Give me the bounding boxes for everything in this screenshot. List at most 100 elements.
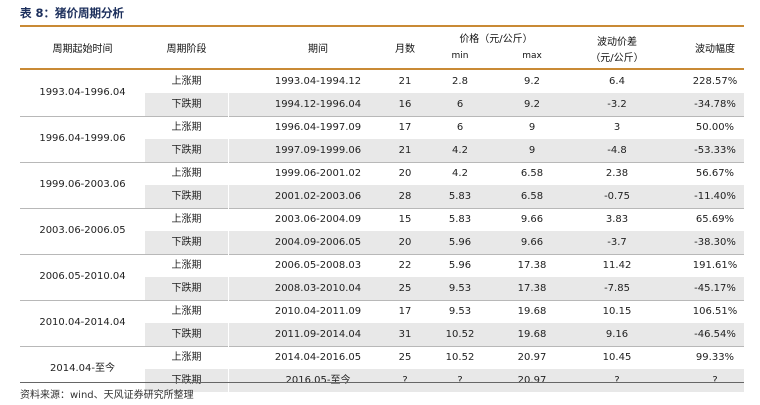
cycle-start-cell: 2006.05-2010.04 xyxy=(39,271,126,282)
diff-cell: -3.7 xyxy=(607,237,627,248)
price-min-cell: 4.2 xyxy=(452,145,468,156)
cycle-start-cell: 2010.04-2014.04 xyxy=(39,317,126,328)
diff-cell: -7.85 xyxy=(604,283,630,294)
price-max-cell: 9.66 xyxy=(520,214,544,225)
column-divider xyxy=(228,254,229,277)
price-max-cell: 19.68 xyxy=(517,306,547,317)
header-phase: 周期阶段 xyxy=(166,44,207,55)
price-max-cell: 6.58 xyxy=(520,168,544,179)
table-row: 下跌期 2004.09-2006.05 20 5.96 9.66 -3.7 -38.30% xyxy=(145,231,744,254)
diff-cell: 3.83 xyxy=(605,214,629,225)
phase-cell: 下跌期 xyxy=(171,329,202,340)
months-cell: 25 xyxy=(398,283,412,294)
price-min-cell: 5.96 xyxy=(448,237,472,248)
price-max-cell: 20.97 xyxy=(517,375,547,386)
period-cell: 2010.04-2011.09 xyxy=(274,306,362,317)
table-row: 上涨期 2014.04-2016.05 25 10.52 20.97 10.45 99.33… xyxy=(145,346,744,369)
period-cell: 2011.09-2014.04 xyxy=(274,329,362,340)
group-divider xyxy=(20,346,744,347)
amplitude-cell: 99.33% xyxy=(695,352,735,363)
period-cell: 1993.04-1994.12 xyxy=(274,76,362,87)
top-rule xyxy=(20,25,744,27)
months-cell: 15 xyxy=(398,214,412,225)
diff-cell: 2.38 xyxy=(605,168,629,179)
price-min-cell: 6 xyxy=(456,99,464,110)
diff-cell: 11.42 xyxy=(602,260,632,271)
months-cell: 22 xyxy=(398,260,412,271)
diff-cell: 6.4 xyxy=(609,76,625,87)
amplitude-cell: 191.61% xyxy=(692,260,738,271)
diff-cell: 10.15 xyxy=(602,306,632,317)
price-min-cell: 9.53 xyxy=(448,283,472,294)
header-diff-line2: （元/公斤） xyxy=(590,53,644,64)
amplitude-cell: 106.51% xyxy=(692,306,738,317)
amplitude-cell: -11.40% xyxy=(694,191,736,202)
price-max-cell: 6.58 xyxy=(520,191,544,202)
cycle-start-cell: 2003.06-2006.05 xyxy=(39,225,126,236)
phase-cell: 下跌期 xyxy=(171,375,202,386)
phase-cell: 上涨期 xyxy=(171,214,202,225)
column-divider xyxy=(228,323,229,346)
months-cell: 16 xyxy=(398,99,412,110)
diff-cell: 10.45 xyxy=(602,352,632,363)
cycle-start-cell: 1999.06-2003.06 xyxy=(39,179,126,190)
column-divider xyxy=(228,116,229,139)
months-cell: 31 xyxy=(398,329,412,340)
diff-cell: -0.75 xyxy=(604,191,630,202)
period-cell: 2008.03-2010.04 xyxy=(274,283,362,294)
phase-cell: 下跌期 xyxy=(171,145,202,156)
price-max-cell: 17.38 xyxy=(517,283,547,294)
months-cell: 21 xyxy=(398,76,412,87)
column-divider xyxy=(228,346,229,369)
header-rule xyxy=(20,68,744,70)
amplitude-cell: ? xyxy=(712,375,718,386)
months-cell: 20 xyxy=(398,168,412,179)
phase-cell: 上涨期 xyxy=(171,168,202,179)
period-cell: 1994.12-1996.04 xyxy=(274,99,362,110)
amplitude-cell: 228.57% xyxy=(692,76,738,87)
price-min-cell: 4.2 xyxy=(452,168,468,179)
price-min-cell: 6 xyxy=(456,122,464,133)
amplitude-cell: -46.54% xyxy=(694,329,736,340)
header-amplitude: 波动幅度 xyxy=(695,44,735,55)
amplitude-cell: -53.33% xyxy=(694,145,736,156)
group-divider xyxy=(20,116,744,117)
price-min-cell: 9.53 xyxy=(448,306,472,317)
bottom-rule xyxy=(20,382,744,383)
price-min-cell: 5.83 xyxy=(448,191,472,202)
phase-cell: 下跌期 xyxy=(171,99,202,110)
months-cell: 17 xyxy=(398,306,412,317)
price-min-cell: ? xyxy=(457,375,463,386)
cycle-start-cell: 1996.04-1999.06 xyxy=(39,133,126,144)
price-max-cell: 9 xyxy=(528,122,536,133)
amplitude-cell: 50.00% xyxy=(695,122,735,133)
phase-cell: 下跌期 xyxy=(171,237,202,248)
column-divider xyxy=(228,139,229,162)
table-row: 下跌期 2008.03-2010.04 25 9.53 17.38 -7.85 -45.17… xyxy=(145,277,744,300)
table-row: 上涨期 2003.06-2004.09 15 5.83 9.66 3.83 65.69% xyxy=(145,208,744,231)
phase-cell: 上涨期 xyxy=(171,76,202,87)
period-cell: 1999.06-2001.02 xyxy=(274,168,362,179)
price-min-cell: 10.52 xyxy=(445,352,475,363)
group-divider xyxy=(20,162,744,163)
column-divider xyxy=(228,277,229,300)
period-cell: 2016.05-至今 xyxy=(285,375,351,386)
column-divider xyxy=(228,369,229,392)
table-title: 表 8：猪价周期分析 xyxy=(20,6,125,20)
phase-cell: 上涨期 xyxy=(171,306,202,317)
period-cell: 1996.04-1997.09 xyxy=(274,122,362,133)
months-cell: 28 xyxy=(398,191,412,202)
amplitude-cell: -45.17% xyxy=(694,283,736,294)
phase-cell: 下跌期 xyxy=(171,283,202,294)
months-cell: ? xyxy=(402,375,408,386)
price-max-cell: 17.38 xyxy=(517,260,547,271)
months-cell: 21 xyxy=(398,145,412,156)
price-min-cell: 5.96 xyxy=(448,260,472,271)
table-row: 上涨期 1993.04-1994.12 21 2.8 9.2 6.4 228.57% xyxy=(145,70,744,93)
column-divider xyxy=(228,185,229,208)
column-divider xyxy=(228,300,229,323)
diff-cell: 9.16 xyxy=(605,329,629,340)
table-row: 上涨期 2010.04-2011.09 17 9.53 19.68 10.15 106.51… xyxy=(145,300,744,323)
phase-cell: 上涨期 xyxy=(171,260,202,271)
cycle-start-cell: 2014.04-至今 xyxy=(50,363,115,374)
